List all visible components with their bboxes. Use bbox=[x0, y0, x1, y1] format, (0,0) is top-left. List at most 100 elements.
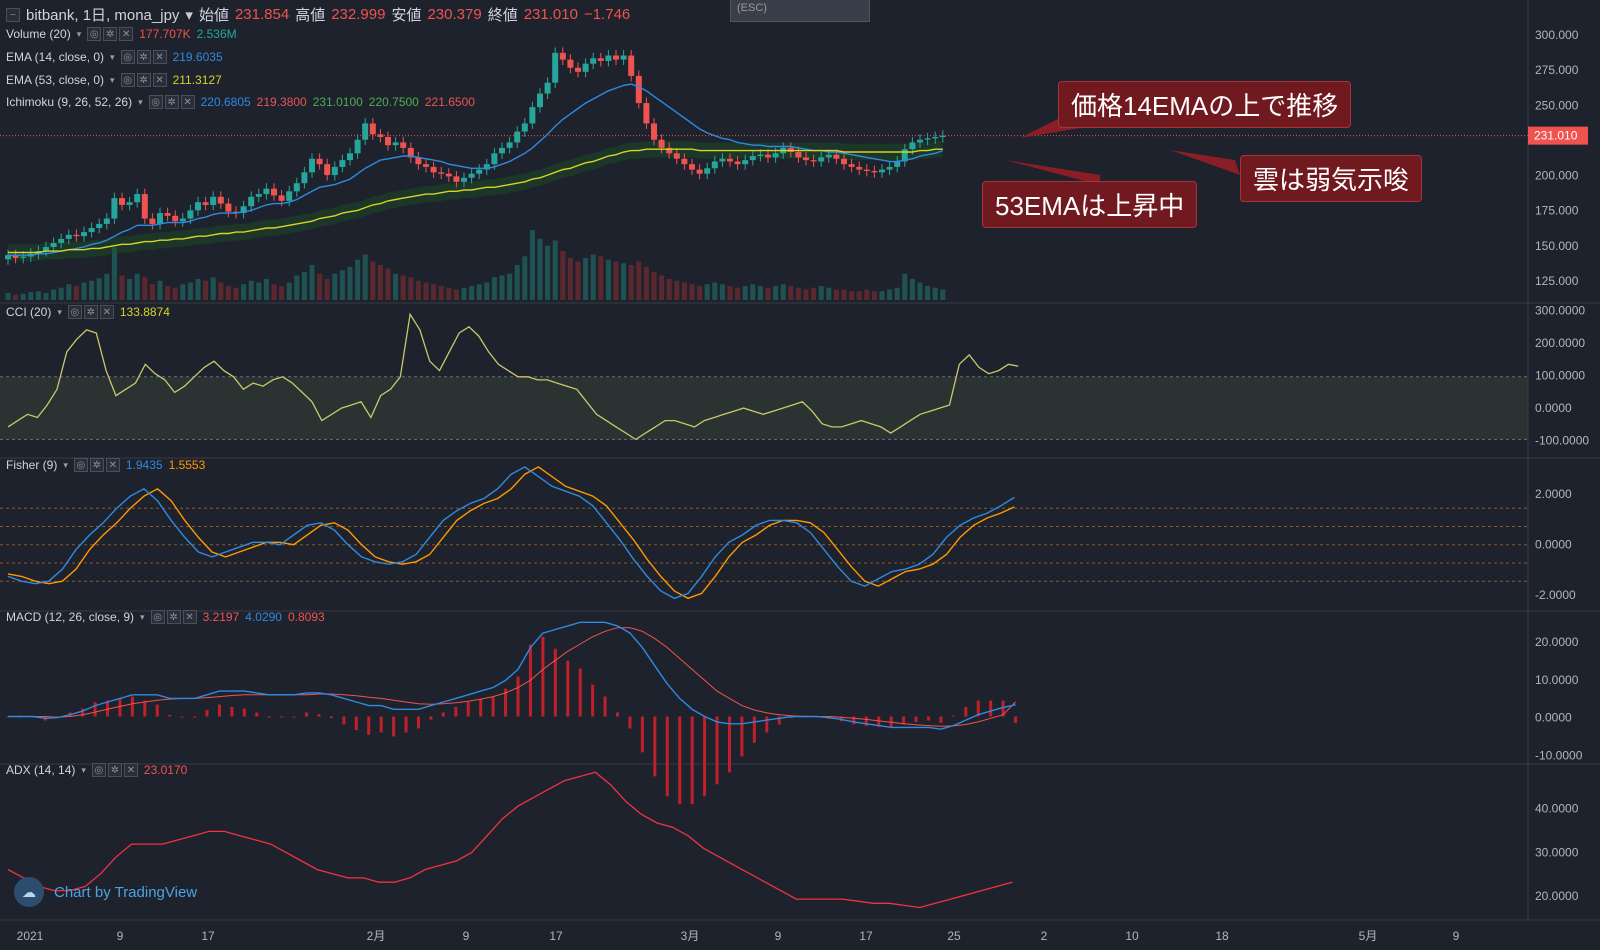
volume-bar bbox=[659, 275, 665, 300]
chevron-down-icon[interactable]: ▾ bbox=[57, 306, 62, 317]
eye-icon[interactable]: ◎ bbox=[67, 305, 82, 319]
candle-body bbox=[476, 169, 483, 174]
volume-bar bbox=[28, 292, 34, 300]
gear-icon[interactable]: ✲ bbox=[107, 763, 122, 777]
fisher-legend[interactable]: Fisher (9) ▾ ◎ ✲ ✕ 1.9435 1.5553 bbox=[6, 458, 205, 472]
candle-body bbox=[734, 161, 741, 165]
candle-body bbox=[841, 158, 847, 165]
candle-body bbox=[149, 218, 156, 224]
candle-body bbox=[863, 169, 870, 171]
close-icon[interactable]: ✕ bbox=[180, 95, 195, 109]
ema14-legend[interactable]: EMA (14, close, 0) ▾ ◎ ✲ ✕ 219.6035 bbox=[6, 50, 223, 64]
eye-icon[interactable]: ◎ bbox=[120, 73, 135, 87]
chevron-down-icon[interactable]: ▾ bbox=[140, 611, 145, 622]
candle-body bbox=[377, 134, 384, 138]
close-icon[interactable]: ✕ bbox=[119, 27, 134, 41]
chevron-down-icon[interactable]: ▾ bbox=[81, 764, 86, 775]
chevron-down-icon[interactable]: ▾ bbox=[110, 74, 115, 85]
ema53-legend[interactable]: EMA (53, close, 0) ▾ ◎ ✲ ✕ 211.3127 bbox=[6, 73, 222, 87]
gear-icon[interactable]: ✲ bbox=[103, 27, 118, 41]
time-tick-label: 2月 bbox=[367, 929, 386, 943]
adx-value: 23.0170 bbox=[143, 763, 188, 777]
price-tick-label: 300.000 bbox=[1535, 28, 1579, 42]
ichimoku-legend-name[interactable]: Ichimoku (9, 26, 52, 26) bbox=[6, 95, 133, 109]
chevron-down-icon[interactable]: ▾ bbox=[63, 459, 68, 470]
volume-bar bbox=[423, 282, 429, 300]
gear-icon[interactable]: ✲ bbox=[89, 458, 104, 472]
eye-icon[interactable]: ◎ bbox=[120, 50, 135, 64]
candle-body bbox=[856, 166, 863, 170]
candle-body bbox=[445, 173, 452, 177]
volume-bar bbox=[263, 279, 269, 300]
volume-bar bbox=[507, 273, 513, 300]
chevron-down-icon[interactable]: ▾ bbox=[185, 6, 193, 24]
volume-bar bbox=[735, 287, 741, 300]
candle-body bbox=[818, 157, 825, 162]
volume-bar bbox=[43, 293, 49, 300]
close-icon[interactable]: ✕ bbox=[105, 458, 120, 472]
eye-icon[interactable]: ◎ bbox=[148, 95, 163, 109]
macd-tick-label: 20.0000 bbox=[1535, 635, 1579, 649]
eye-icon[interactable]: ◎ bbox=[150, 610, 165, 624]
chikou-value: 231.0100 bbox=[312, 95, 363, 109]
chevron-down-icon[interactable]: ▾ bbox=[138, 96, 143, 107]
close-icon[interactable]: ✕ bbox=[152, 73, 167, 87]
fisher-legend-name[interactable]: Fisher (9) bbox=[6, 458, 58, 472]
macd-histogram-bar bbox=[765, 716, 769, 733]
gear-icon[interactable]: ✲ bbox=[136, 50, 151, 64]
candle-body bbox=[666, 147, 673, 154]
volume-legend-name[interactable]: Volume (20) bbox=[6, 27, 71, 41]
candle-body bbox=[438, 172, 445, 174]
candle-body bbox=[339, 160, 346, 167]
macd-legend-name[interactable]: MACD (12, 26, close, 9) bbox=[6, 610, 135, 624]
eye-icon[interactable]: ◎ bbox=[91, 763, 106, 777]
candle-body bbox=[157, 213, 163, 224]
gear-icon[interactable]: ✲ bbox=[166, 610, 181, 624]
close-icon[interactable]: ✕ bbox=[182, 610, 197, 624]
volume-bar bbox=[864, 289, 870, 300]
macd-histogram-bar bbox=[466, 702, 470, 717]
volume-bar bbox=[180, 284, 186, 300]
time-tick-label: 9 bbox=[117, 929, 124, 943]
eye-icon[interactable]: ◎ bbox=[73, 458, 88, 472]
close-icon[interactable]: ✕ bbox=[99, 305, 114, 319]
tradingview-watermark[interactable]: ☁ Chart by TradingView bbox=[14, 877, 197, 907]
candle-body bbox=[164, 213, 171, 216]
candle-body bbox=[255, 194, 262, 197]
symbol-title[interactable]: bitbank, 1日, mona_jpy bbox=[26, 7, 180, 24]
cci-legend[interactable]: CCI (20) ▾ ◎ ✲ ✕ 133.8874 bbox=[6, 305, 170, 319]
adx-legend[interactable]: ADX (14, 14) ▾ ◎ ✲ ✕ 23.0170 bbox=[6, 763, 187, 777]
fisher-trigger-value: 1.5553 bbox=[168, 458, 206, 472]
chevron-down-icon[interactable]: ▾ bbox=[110, 51, 115, 62]
volume-legend[interactable]: Volume (20) ▾ ◎ ✲ ✕ 177.707K 2.536M bbox=[6, 27, 237, 41]
gear-icon[interactable]: ✲ bbox=[83, 305, 98, 319]
chevron-down-icon[interactable]: ▾ bbox=[76, 28, 82, 39]
eye-icon[interactable]: ◎ bbox=[87, 27, 102, 41]
volume-bar bbox=[81, 282, 87, 300]
collapse-icon[interactable]: − bbox=[6, 7, 20, 22]
fisher-trigger-line bbox=[7, 466, 1015, 600]
ema53-legend-name[interactable]: EMA (53, close, 0) bbox=[6, 73, 105, 87]
esc-hint-label: (ESC) bbox=[737, 2, 767, 14]
adx-legend-name[interactable]: ADX (14, 14) bbox=[6, 763, 76, 777]
price-tick-label: 200.000 bbox=[1535, 169, 1579, 183]
gear-icon[interactable]: ✲ bbox=[136, 73, 151, 87]
senkou-a-value: 220.7500 bbox=[368, 95, 419, 109]
cci-legend-name[interactable]: CCI (20) bbox=[6, 305, 52, 319]
esc-hint: (ESC) bbox=[730, 0, 870, 22]
macd-legend[interactable]: MACD (12, 26, close, 9) ▾ ◎ ✲ ✕ 3.2197 4.02… bbox=[6, 610, 325, 624]
close-icon[interactable]: ✕ bbox=[123, 763, 138, 777]
volume-bar bbox=[681, 282, 687, 300]
gear-icon[interactable]: ✲ bbox=[164, 95, 179, 109]
macd-histogram-bar bbox=[628, 716, 632, 729]
volume-bar bbox=[514, 265, 520, 300]
ema14-legend-name[interactable]: EMA (14, close, 0) bbox=[6, 50, 105, 64]
candle-body bbox=[704, 168, 711, 174]
ichimoku-legend[interactable]: Ichimoku (9, 26, 52, 26) ▾ ◎ ✲ ✕ 220.6805 2… bbox=[6, 95, 475, 109]
macd-histogram-bar bbox=[727, 716, 731, 773]
macd-histogram-bar bbox=[367, 716, 371, 735]
watermark-text[interactable]: Chart by TradingView bbox=[54, 883, 198, 901]
close-icon[interactable]: ✕ bbox=[152, 50, 167, 64]
macd-histogram-bar bbox=[230, 706, 234, 717]
